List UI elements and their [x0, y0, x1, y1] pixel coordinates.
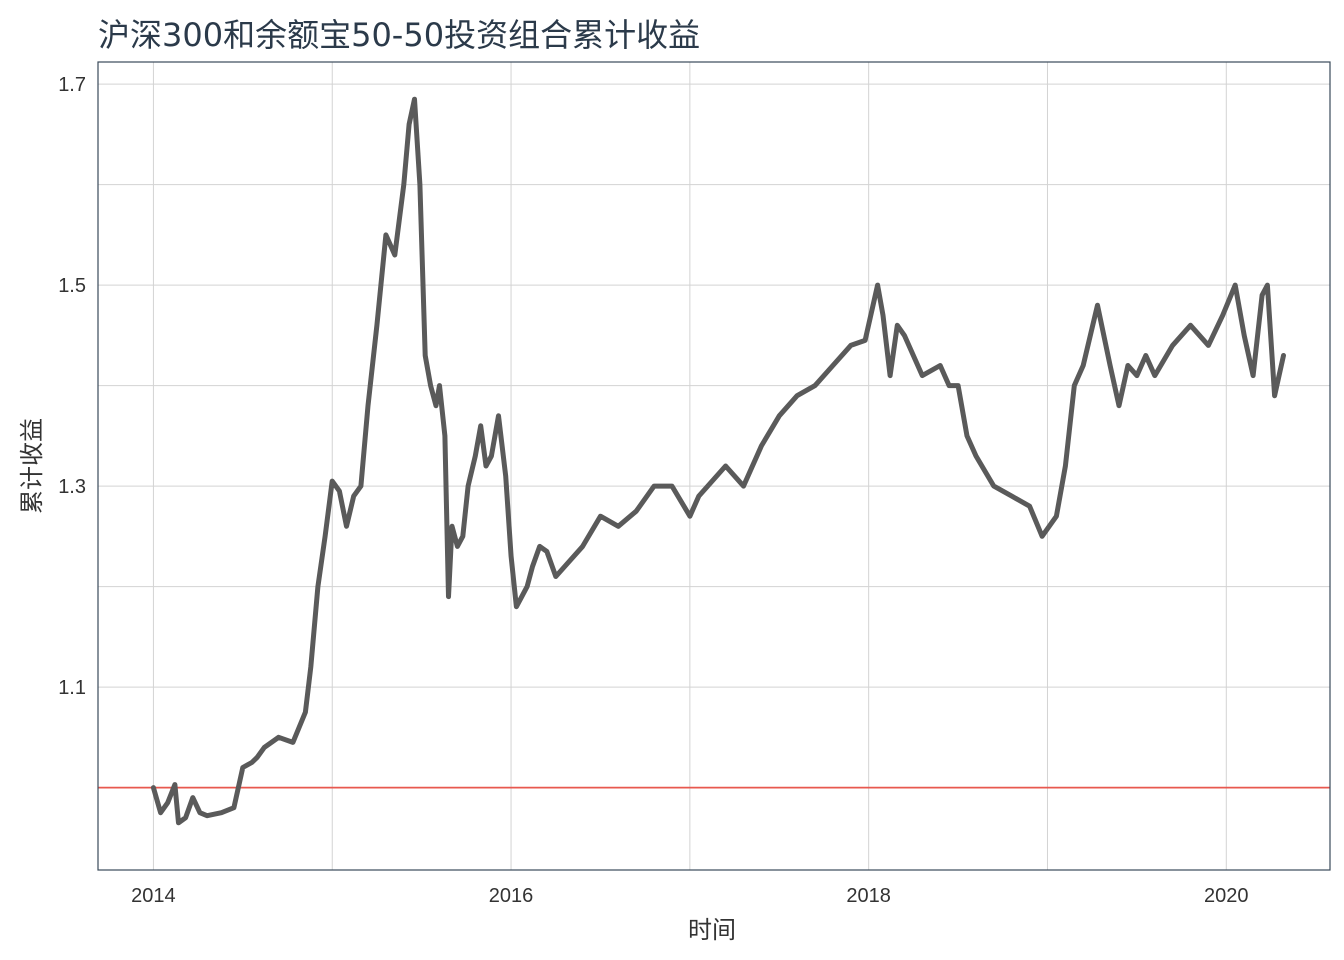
y-tick-label: 1.1 — [58, 677, 86, 699]
plot-panel — [97, 61, 1331, 871]
x-tick-label: 2018 — [846, 885, 891, 907]
x-axis: 2014 2016 2018 2020 — [131, 885, 1248, 907]
y-tick-label: 1.7 — [58, 74, 86, 96]
y-tick-label: 1.5 — [58, 275, 86, 297]
x-tick-label: 2016 — [489, 885, 534, 907]
y-axis-title: 累计收益 — [18, 418, 46, 514]
series-line-cumulative-return — [150, 96, 1286, 826]
x-axis-title: 时间 — [688, 916, 736, 944]
chart-title: 沪深300和余额宝50-50投资组合累计收益 — [98, 16, 700, 54]
y-axis: 1.1 1.3 1.5 1.7 — [58, 74, 86, 699]
x-tick-label: 2020 — [1204, 885, 1249, 907]
y-tick-label: 1.3 — [58, 476, 86, 498]
grid — [98, 62, 1330, 870]
x-tick-label: 2014 — [131, 885, 176, 907]
